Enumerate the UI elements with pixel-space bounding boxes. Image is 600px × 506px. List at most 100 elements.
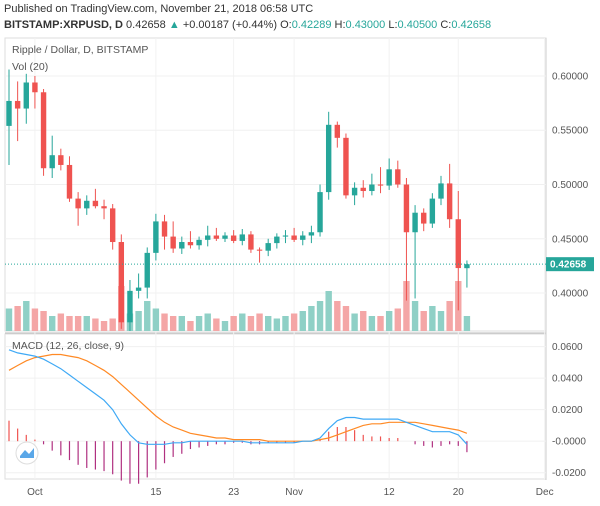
candle	[144, 247, 150, 299]
volume-bar	[152, 308, 160, 331]
candle	[84, 195, 90, 215]
price-tick-label: 0.50000	[552, 180, 589, 191]
candle	[213, 227, 220, 241]
candle	[265, 238, 271, 257]
candle	[196, 236, 202, 250]
volume-bar	[161, 313, 168, 331]
time-grid	[34, 38, 546, 479]
candle	[49, 135, 55, 178]
macd-axis-labels: 0.0600 0.0400 0.0200 -0.0000 -0.0200	[552, 342, 586, 479]
candle-body	[66, 164, 73, 199]
price-tick-label: 0.45000	[552, 234, 589, 245]
candle	[351, 182, 358, 206]
candle-body	[360, 187, 366, 192]
price-tick-label: 0.60000	[552, 71, 589, 82]
candle	[291, 227, 297, 243]
candle	[464, 260, 470, 288]
candle	[455, 191, 461, 311]
candle-body	[196, 239, 202, 246]
candle-body	[32, 82, 38, 93]
volume-bar	[239, 313, 246, 331]
macd-tick-label: -0.0200	[552, 468, 586, 479]
low-value: 0.40500	[397, 19, 438, 31]
price-tick-label: 0.40000	[552, 289, 589, 300]
candle-body	[395, 169, 401, 185]
candle-body	[75, 198, 81, 209]
candle-body	[109, 208, 116, 243]
signal-line	[8, 353, 468, 442]
last-price: 0.42658	[126, 19, 166, 31]
candle	[40, 89, 47, 176]
published-line: Published on TradingView.com, November 2…	[4, 3, 314, 15]
candle	[446, 163, 453, 228]
candle	[256, 247, 263, 263]
candles	[6, 69, 470, 331]
candle-body	[6, 100, 12, 126]
time-tick-label: Oct	[27, 487, 43, 498]
candle-body	[222, 235, 228, 239]
volume-bar	[57, 313, 65, 331]
volume-bar	[144, 301, 151, 331]
candle-body	[14, 100, 21, 109]
candle-body	[438, 183, 444, 199]
tradingview-logo-icon[interactable]	[15, 441, 39, 465]
volume-bar	[282, 316, 289, 331]
quote-line: BITSTAMP:XRPUSD, D 0.42658 ▲ +0.00187 (+…	[4, 19, 491, 31]
volume-bar	[135, 311, 142, 331]
candle	[386, 158, 392, 190]
volume-bar	[334, 301, 341, 331]
candle-body	[369, 184, 375, 192]
volume-bar	[420, 311, 427, 331]
candle-body	[377, 184, 384, 186]
candle	[170, 221, 176, 253]
volume-bar	[437, 311, 445, 331]
candle	[205, 225, 211, 247]
volume-bar	[256, 313, 263, 331]
candle	[230, 230, 237, 244]
volume-bar	[316, 301, 324, 331]
volume-bar	[247, 316, 255, 331]
macd-tick-label: 0.0600	[552, 342, 583, 353]
macd-line	[8, 349, 468, 445]
volume-bars	[5, 281, 471, 331]
volume-bar	[31, 308, 39, 331]
candle-body	[421, 212, 427, 224]
candle	[75, 192, 81, 226]
volume-bar	[213, 318, 220, 331]
candle	[179, 236, 185, 254]
candle-body	[265, 243, 271, 251]
candle-body	[23, 82, 29, 109]
candle-body	[101, 206, 107, 209]
macd-pane-title: MACD (12, 26, close, 9)	[12, 340, 124, 352]
candle-body	[118, 242, 125, 323]
candle-body	[213, 235, 220, 239]
volume-bar	[385, 311, 393, 331]
candle	[438, 175, 444, 206]
time-tick-label: 23	[228, 487, 240, 498]
volume-bar	[23, 301, 30, 331]
candle-body	[248, 234, 254, 250]
macd-tick-label: 0.0200	[552, 405, 583, 416]
macd-histogram	[8, 420, 468, 484]
close-label: C:	[440, 19, 452, 31]
candle	[135, 273, 142, 299]
candle-body	[334, 124, 341, 138]
candle-body	[464, 264, 470, 269]
candle	[66, 156, 73, 202]
candle	[300, 231, 306, 246]
time-tick-label: 20	[453, 487, 465, 498]
candle	[369, 173, 375, 196]
volume-bar	[221, 321, 229, 331]
candle	[395, 160, 401, 188]
volume-bar	[351, 313, 358, 331]
macd-pane-frame	[4, 333, 547, 480]
candle	[6, 69, 12, 165]
volume-bar	[49, 316, 56, 331]
candle-body	[49, 155, 55, 169]
candle-body	[325, 124, 332, 193]
candle-body	[256, 249, 263, 251]
candle	[334, 121, 341, 148]
volume-bar	[273, 318, 281, 331]
close-value: 0.42658	[451, 19, 492, 31]
